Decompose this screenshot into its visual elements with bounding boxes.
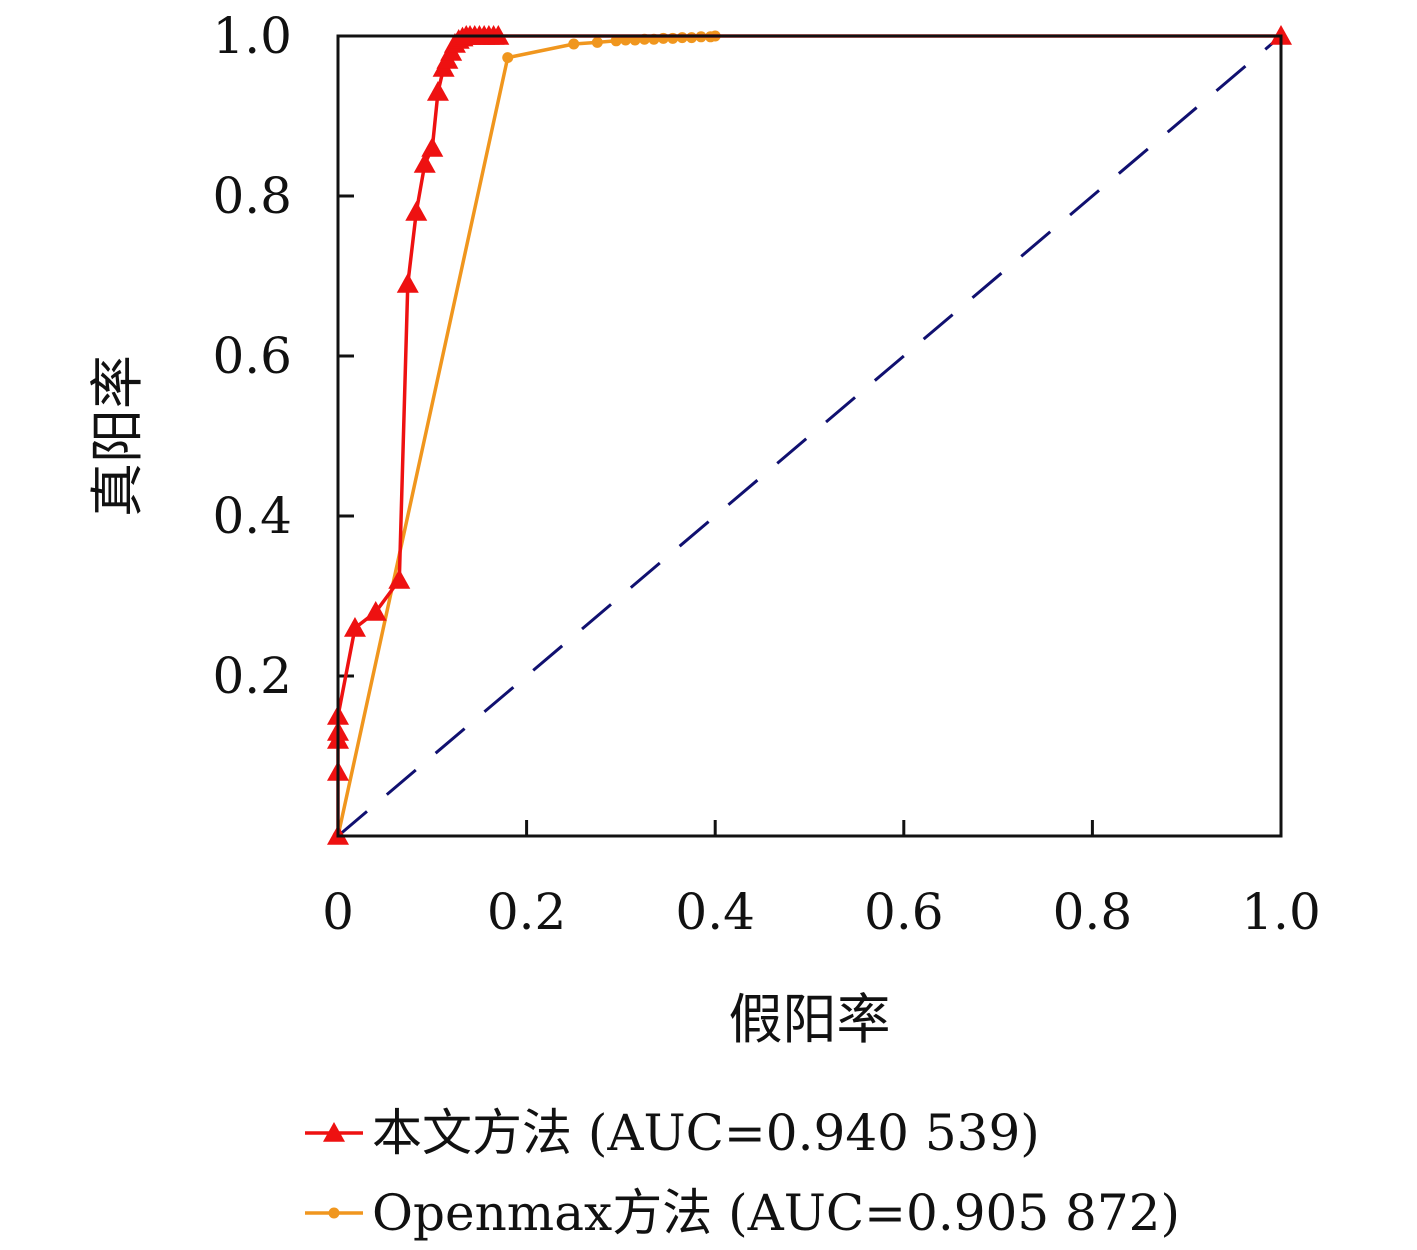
y-tick-label: 0.2 [212, 647, 292, 705]
series-point-triangle [426, 81, 449, 101]
y-tick-label: 1.0 [212, 7, 292, 65]
y-axis-label: 真阳率 [86, 355, 149, 517]
series-point-circle [610, 35, 622, 47]
x-tick-label: 0 [322, 883, 354, 941]
legend-entry-0: 本文方法 (AUC=0.940 539) [305, 1104, 1040, 1162]
series-point-triangle [405, 201, 428, 221]
x-axis-label: 假阳率 [729, 988, 891, 1051]
legend-label: Openmax方法 (AUC=0.905 872) [372, 1184, 1180, 1242]
plot-frame [336, 34, 1283, 838]
series-point-triangle [343, 617, 366, 637]
legend: 本文方法 (AUC=0.940 539) Openmax方法 (AUC=0.905… [305, 1104, 1180, 1242]
legend-swatch-marker [328, 1207, 340, 1219]
series-layer [327, 25, 1292, 845]
series-point-triangle [421, 137, 444, 157]
x-tick-label: 0.2 [487, 883, 567, 941]
legend-label: 本文方法 (AUC=0.940 539) [372, 1104, 1040, 1162]
series-point-circle [502, 52, 514, 64]
x-tick-label: 1.0 [1241, 883, 1321, 941]
series-line-2 [337, 34, 1282, 838]
series-point-triangle [396, 273, 419, 293]
legend-swatch-marker [323, 1122, 345, 1142]
y-tick-label: 0.4 [212, 487, 292, 545]
series-point-triangle [388, 569, 411, 589]
y-tick-label: 0.8 [212, 167, 292, 225]
series-point-circle [568, 38, 580, 50]
series-point-circle [591, 36, 603, 48]
series-point-triangle [364, 601, 387, 621]
legend-entry-1: Openmax方法 (AUC=0.905 872) [305, 1184, 1180, 1242]
series-point-triangle [413, 153, 436, 173]
series-line-1 [336, 34, 716, 837]
y-tick-label: 0.6 [212, 327, 292, 385]
x-tick-label: 0.6 [864, 883, 944, 941]
axis-ticks: 0 0.2 0.4 0.6 0.8 1.0 0.2 0.4 0.6 0.8 1.0 [212, 7, 1320, 941]
x-tick-label: 0.4 [675, 883, 755, 941]
x-tick-label: 0.8 [1053, 883, 1133, 941]
